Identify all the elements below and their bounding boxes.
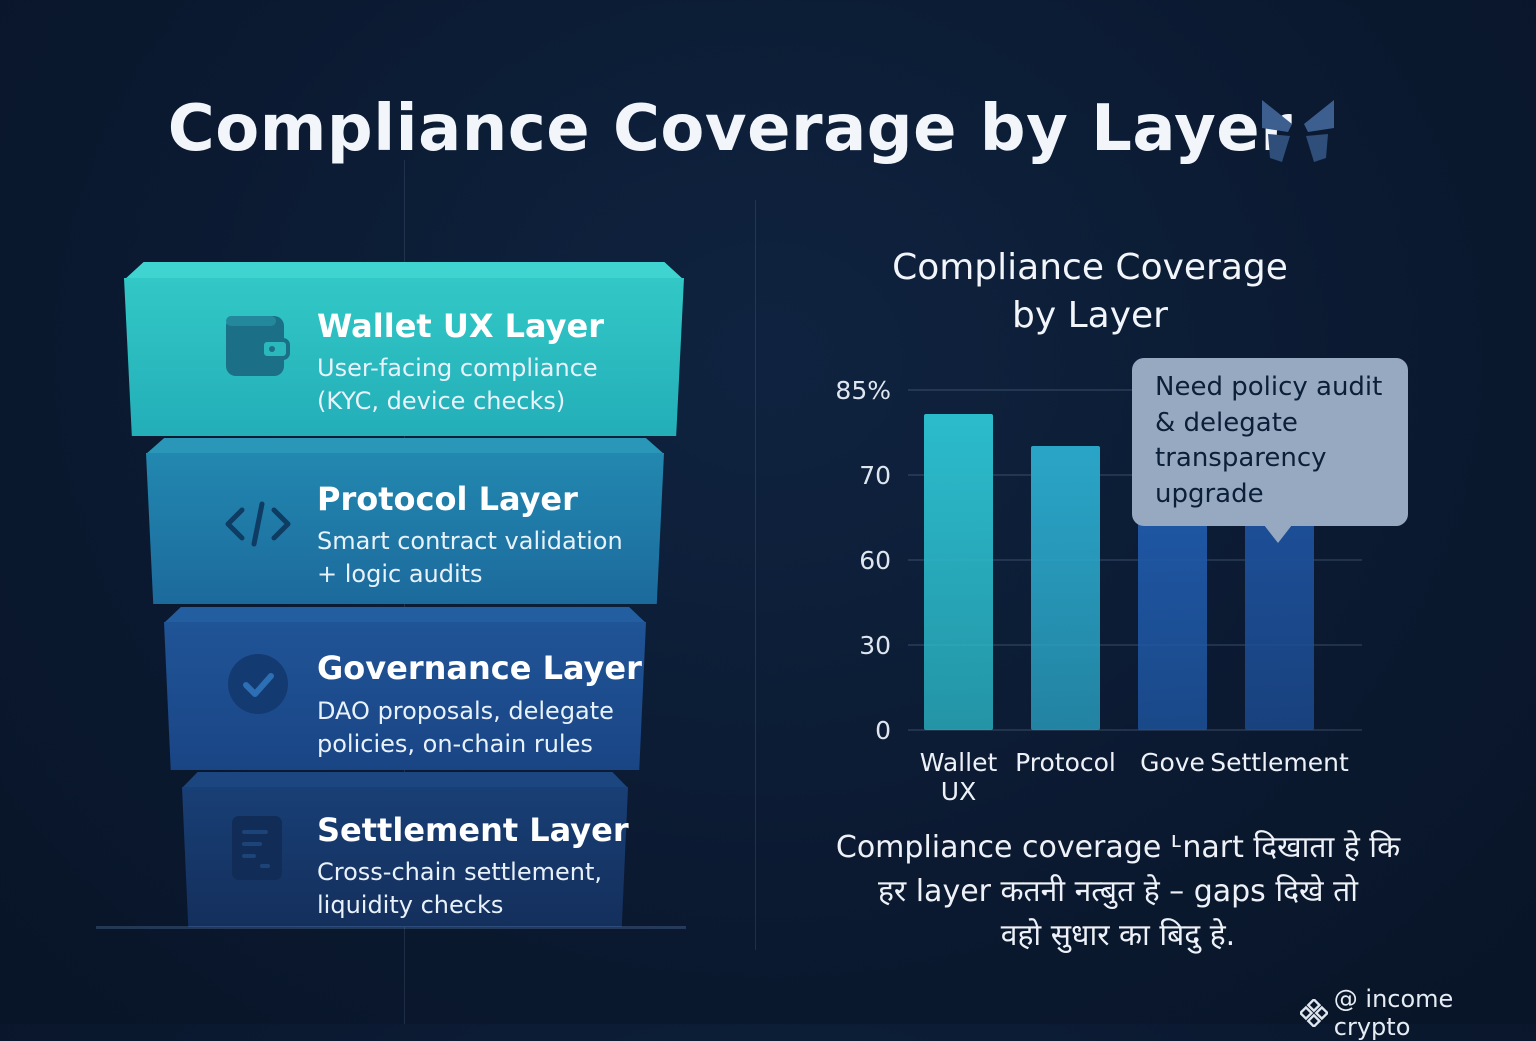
x-tick-label: Protocol — [1015, 748, 1116, 777]
layer-title-governance: Governance Layer — [317, 649, 642, 687]
layer-desc-line: Cross-chain settlement, — [317, 858, 602, 886]
x-tick-label: Settlement — [1210, 748, 1349, 777]
y-tick-label: 30 — [859, 631, 891, 660]
x-tick-label: Gove — [1140, 748, 1205, 777]
chart-title-line: by Layer — [1012, 295, 1168, 336]
caption-line: Compliance coverage ᒻnart दिखाता हे कि — [835, 830, 1401, 865]
check-circle-icon — [228, 654, 288, 714]
code-icon — [225, 501, 291, 547]
layer-protocol-top — [146, 438, 664, 454]
layer-desc-wallet: User-facing compliance (KYC, device chec… — [317, 352, 647, 418]
bar — [924, 414, 993, 730]
y-tick-label: 85% — [835, 376, 891, 405]
butterfly-logo-icon — [1262, 100, 1334, 162]
annotation-line: & delegate — [1155, 407, 1298, 438]
bar — [1031, 446, 1100, 730]
layer-desc-line: + logic audits — [317, 560, 483, 588]
layer-title-protocol: Protocol Layer — [317, 480, 578, 518]
caption-line: हर layer कतनी नत्बुत हे – gaps दिखे तो — [877, 874, 1358, 909]
layer-desc-governance: DAO proposals, delegate policies, on-cha… — [317, 695, 647, 761]
chart-title-line: Compliance Coverage — [892, 247, 1288, 288]
bar — [1245, 510, 1314, 730]
layer-desc-line: DAO proposals, delegate — [317, 697, 614, 725]
bar — [1138, 494, 1207, 730]
y-tick-label: 60 — [859, 546, 891, 575]
chart-title: Compliance Coverage by Layer — [860, 244, 1320, 340]
annotation-line: transparency — [1155, 443, 1327, 473]
layer-desc-line: policies, on-chain rules — [317, 730, 593, 758]
layer-desc-line: User-facing compliance — [317, 354, 598, 382]
layer-wallet-top — [124, 262, 684, 280]
layer-desc-line: Smart contract validation — [317, 527, 623, 555]
handle-text: @ income crypto — [1333, 985, 1454, 1041]
layer-wallet — [124, 278, 684, 436]
annotation-line: Need policy audit — [1155, 372, 1383, 402]
document-icon — [232, 816, 282, 880]
layer-title-settlement: Settlement Layer — [317, 811, 629, 849]
footer-handle: @ income crypto — [1300, 985, 1536, 1041]
layer-desc-protocol: Smart contract validation + logic audits — [317, 525, 647, 591]
layer-desc-line: (KYC, device checks) — [317, 387, 566, 415]
y-tick-label: 0 — [875, 716, 891, 745]
y-tick-label: 70 — [859, 461, 891, 490]
layer-desc-line: liquidity checks — [317, 891, 504, 919]
page-title: Compliance Coverage by Layer — [167, 92, 1293, 166]
stack-shadow — [96, 926, 686, 929]
divider-center — [755, 200, 756, 950]
layer-title-wallet: Wallet UX Layer — [317, 307, 604, 345]
layer-governance-top — [164, 607, 646, 623]
layer-desc-settlement: Cross-chain settlement, liquidity checks — [317, 856, 647, 922]
x-tick-label: Wallet — [920, 748, 998, 777]
x-tick-label: UX — [941, 777, 976, 806]
caption-line: वहो सुधार का बिदु हे. — [1000, 918, 1236, 953]
layer-settlement-top — [182, 772, 628, 788]
binance-logo-icon — [1300, 999, 1328, 1027]
callout-tail — [1264, 525, 1292, 543]
annotation-callout: Need policy audit & delegate transparenc… — [1132, 358, 1408, 526]
annotation-line: upgrade — [1155, 478, 1264, 509]
caption: Compliance coverage ᒻnart दिखाता हे कि ह… — [818, 826, 1418, 958]
wallet-icon — [226, 316, 290, 376]
